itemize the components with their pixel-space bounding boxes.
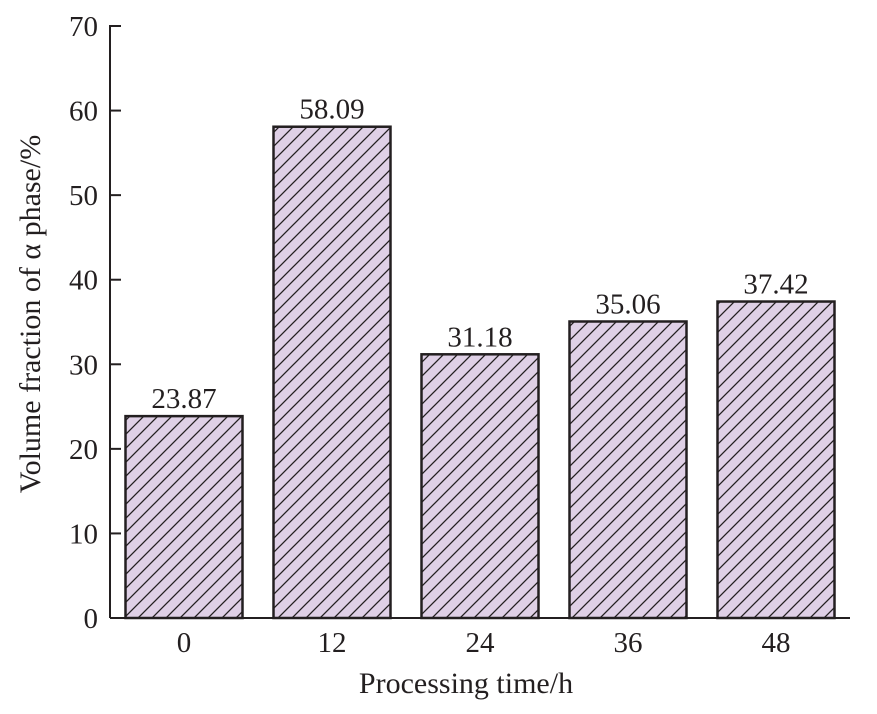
bar xyxy=(124,414,244,620)
bar xyxy=(420,353,540,620)
x-tick-label: 48 xyxy=(762,627,791,659)
bar xyxy=(568,320,688,620)
x-tick-label: 12 xyxy=(318,627,347,659)
bar-hatch xyxy=(273,126,391,618)
bar xyxy=(716,300,836,620)
bar-hatch xyxy=(125,416,243,618)
bar-value-label: 23.87 xyxy=(151,383,216,415)
x-axis-title: Processing time/h xyxy=(359,667,573,700)
x-tick-label: 36 xyxy=(614,627,643,659)
y-tick-label: 0 xyxy=(84,603,99,635)
bar-value-label: 58.09 xyxy=(299,94,364,126)
x-tick-label: 24 xyxy=(466,627,496,659)
y-axis-title: Volume fraction of α phase/% xyxy=(14,135,47,493)
bar-value-label: 35.06 xyxy=(595,288,660,320)
x-tick-label: 0 xyxy=(177,627,192,659)
y-tick-label: 50 xyxy=(69,180,98,212)
y-tick-label: 20 xyxy=(69,434,98,466)
bars xyxy=(124,125,836,620)
labels: 0 10 20 30 40 50 60 70 0 23.87 12 58.09 24 31.18 36 35.… xyxy=(69,11,809,659)
bar-value-label: 31.18 xyxy=(447,321,512,353)
bar-hatch xyxy=(569,321,687,618)
y-tick-label: 70 xyxy=(69,11,98,43)
y-tick-label: 60 xyxy=(69,96,98,128)
bar-hatch xyxy=(421,354,539,618)
bar xyxy=(272,125,392,620)
bar-value-label: 37.42 xyxy=(743,269,808,301)
y-tick-label: 30 xyxy=(69,349,98,381)
y-tick-label: 40 xyxy=(69,265,98,297)
y-tick-label: 10 xyxy=(69,518,98,550)
bar-hatch xyxy=(717,301,835,618)
